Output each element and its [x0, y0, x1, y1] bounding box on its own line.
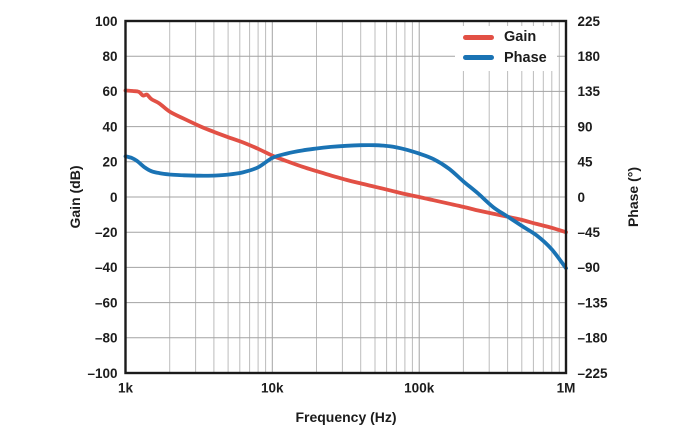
gain-legend-label: Gain	[504, 29, 537, 45]
gain-tick-label: 100	[95, 14, 118, 29]
phase-tick-label: –180	[578, 331, 608, 346]
frequency-tick-label: 1M	[557, 381, 576, 396]
gain-line-swatch	[463, 34, 494, 40]
phase-tick-label: 180	[578, 49, 601, 64]
legend-item-phase: Phase	[463, 49, 547, 66]
gain-tick-label: 60	[102, 84, 117, 99]
gain-tick-label: –80	[95, 331, 118, 346]
phase-tick-label: –135	[578, 295, 609, 310]
gain-tick-label: –20	[95, 225, 118, 240]
phase-curve	[123, 143, 568, 271]
phase-tick-label: –45	[578, 225, 601, 240]
phase-tick-label: 90	[578, 119, 593, 134]
frequency-tick-label: 10k	[261, 381, 284, 396]
phase-tick-label: –225	[578, 366, 609, 381]
gain-tick-label: 80	[102, 49, 117, 64]
phase-line-swatch	[463, 55, 494, 61]
gain-tick-label: –100	[87, 366, 117, 381]
phase-legend-label: Phase	[504, 49, 547, 66]
phase-axis-title: Phase (°)	[625, 166, 641, 228]
chart-legend: Gain Phase	[455, 26, 557, 71]
phase-tick-label: 0	[578, 190, 586, 205]
legend-item-gain: Gain	[463, 30, 547, 45]
tick-labels: 100 80 60 40 20 0 –20 –40 –60 –80 –100 225 180 135 90 4…	[87, 14, 608, 396]
frequency-axis-title: Frequency (Hz)	[295, 409, 397, 425]
phase-tick-label: 45	[578, 155, 594, 170]
frequency-tick-label: 100k	[404, 381, 435, 396]
gridlines	[125, 21, 566, 373]
gain-tick-label: 0	[110, 190, 118, 205]
gain-tick-label: 40	[102, 119, 117, 134]
phase-tick-label: 225	[578, 14, 601, 29]
phase-tick-label: –90	[578, 260, 601, 275]
curves	[123, 88, 568, 271]
phase-tick-label: 135	[578, 84, 601, 99]
gain-tick-label: –60	[95, 295, 118, 310]
gain-tick-label: 20	[102, 155, 117, 170]
gain-curve	[123, 88, 568, 235]
frequency-tick-label: 1k	[118, 381, 134, 396]
gain-axis-title: Gain (dB)	[67, 165, 83, 229]
plot-frame	[124, 19, 568, 375]
gain-tick-label: –40	[95, 260, 118, 275]
